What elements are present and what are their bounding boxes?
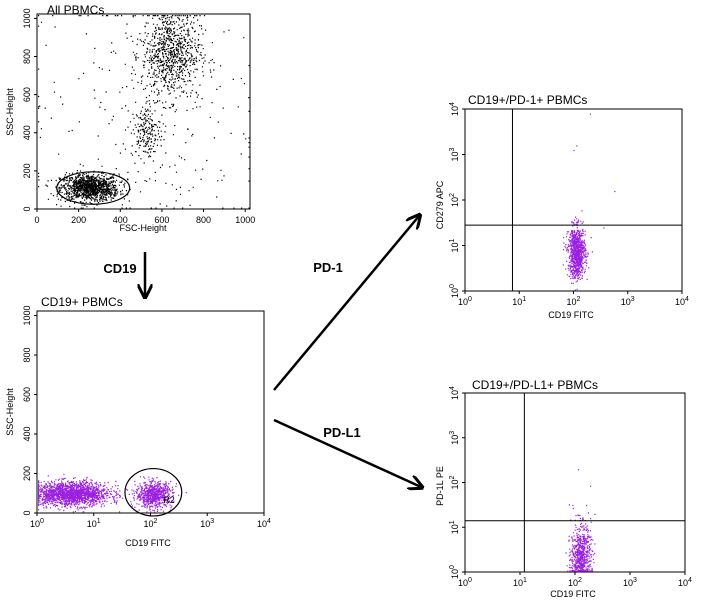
arrow-label-pdl1: PD-L1 <box>323 425 361 440</box>
tick-label: 1000 <box>22 8 32 28</box>
y-axis-label: SSC-Height <box>5 88 15 136</box>
tick-label: 0 <box>22 206 32 211</box>
x-axis-label: CD19 FITC <box>125 538 171 548</box>
arrow-label-pd1: PD-1 <box>313 260 343 275</box>
arrow-line <box>273 418 421 487</box>
tick-label: 100 <box>30 518 44 529</box>
chart-title: CD19+/PD-L1+ PBMCs <box>472 378 598 392</box>
gate-ellipse <box>56 171 131 205</box>
tick-label: 101 <box>449 238 460 252</box>
cd19-pd1-plot: 100 101 102 103 104 100 101 102 103 104 CD19+/PD-… <box>435 93 689 320</box>
tick-label: 0 <box>22 510 32 515</box>
tick-label: 101 <box>512 296 526 307</box>
tick-label: 103 <box>623 577 637 588</box>
arrow-pd1: PD-1 <box>273 216 419 391</box>
tick-label: 600 <box>22 387 32 402</box>
tick-label: 200 <box>22 466 32 481</box>
chart-title: CD19+ PBMCs <box>41 295 123 309</box>
tick-label: 200 <box>71 215 86 225</box>
tick-label: 600 <box>154 215 169 225</box>
gates <box>465 393 685 572</box>
y-axis-label: PD-1L PE <box>435 466 445 506</box>
chart-title: All PBMCs <box>47 3 104 17</box>
tick-label: 400 <box>22 125 32 140</box>
tick-label: 101 <box>513 577 527 588</box>
tick-label: 0 <box>34 215 39 225</box>
tick-label: 800 <box>22 49 32 64</box>
tick-label: 800 <box>196 215 211 225</box>
ticks: 100 101 102 103 104 100 101 102 103 104 <box>449 102 689 307</box>
y-axis-label: CD279 APC <box>435 180 445 229</box>
tick-label: 101 <box>449 520 460 534</box>
tick-label: 102 <box>449 475 460 489</box>
tick-label: 102 <box>567 296 581 307</box>
gates: R2 <box>124 467 183 517</box>
tick-label: 102 <box>568 577 582 588</box>
ticks: 100 101 102 103 104 0 200 400 600 800 1000 <box>22 306 271 529</box>
scatter-dots <box>562 113 616 291</box>
tick-label: 104 <box>449 386 460 400</box>
y-axis-label: SSC-Height <box>5 388 15 436</box>
tick-label: 1000 <box>22 306 32 326</box>
x-axis-label: CD19 FITC <box>548 310 594 320</box>
all-pbmcs-plot: R1 0 200 400 600 800 1000 0 200 400 600 800 1000 Al… <box>5 3 255 233</box>
gate-label: R1 <box>106 187 118 197</box>
gate-ellipse <box>124 467 183 517</box>
tick-label: 103 <box>200 518 214 529</box>
data-points <box>38 473 187 513</box>
arrow-cd19: CD19 <box>103 252 145 296</box>
plot-frame <box>36 13 251 210</box>
tick-label: 200 <box>22 163 32 178</box>
x-axis-label: FSC-Height <box>119 223 167 233</box>
tick-label: 1000 <box>235 215 255 225</box>
tick-label: 104 <box>257 518 271 529</box>
arrow-label-cd19: CD19 <box>103 261 136 276</box>
arrow-pdl1: PD-L1 <box>273 418 421 487</box>
tick-label: 103 <box>621 296 635 307</box>
gates <box>465 109 682 291</box>
gates: R1 <box>56 171 131 205</box>
ticks: 100 101 102 103 104 100 101 102 103 104 <box>449 386 692 588</box>
tick-label: 100 <box>458 296 472 307</box>
tick-label: 104 <box>675 296 689 307</box>
tick-label: 101 <box>87 518 101 529</box>
cd19-pdl1-plot: 100 101 102 103 104 100 101 102 103 104 CD19+/PD-… <box>435 378 692 599</box>
tick-label: 100 <box>458 577 472 588</box>
tick-label: 104 <box>678 577 692 588</box>
tick-label: 400 <box>22 427 32 442</box>
scatter-dots <box>38 473 187 513</box>
tick-label: 600 <box>22 87 32 102</box>
plot-frame <box>464 392 686 573</box>
arrow-line <box>273 216 419 391</box>
tick-label: 104 <box>449 102 460 116</box>
tick-label: 400 <box>113 215 128 225</box>
tick-label: 102 <box>449 193 460 207</box>
ticks: 0 200 400 600 800 1000 0 200 400 600 800 1000 <box>22 8 255 225</box>
data-points <box>562 113 616 291</box>
gate-label: R2 <box>163 495 175 505</box>
tick-label: 103 <box>449 147 460 161</box>
tick-label: 100 <box>449 284 460 298</box>
tick-label: 800 <box>22 348 32 363</box>
chart-title: CD19+/PD-1+ PBMCs <box>468 93 587 107</box>
cd19-pbmcs-plot: R2 100 101 102 103 104 0 200 400 600 800 1000 CD19… <box>5 295 271 548</box>
x-axis-label: CD19 FITC <box>550 589 596 599</box>
tick-label: 102 <box>144 518 158 529</box>
tick-label: 103 <box>449 431 460 445</box>
tick-label: 100 <box>449 565 460 579</box>
